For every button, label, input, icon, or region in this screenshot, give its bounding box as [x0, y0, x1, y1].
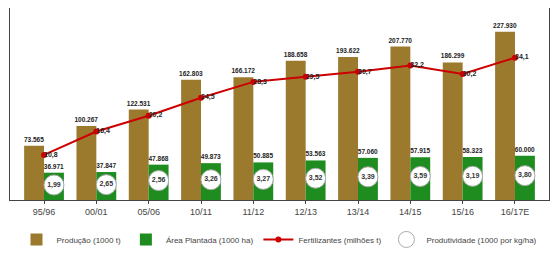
svg-text:3,39: 3,39	[361, 173, 375, 181]
svg-text:50.885: 50.885	[253, 152, 273, 159]
svg-text:3,59: 3,59	[413, 172, 427, 180]
svg-text:100.267: 100.267	[74, 116, 98, 123]
svg-text:47.868: 47.868	[148, 155, 168, 162]
svg-text:15/16: 15/16	[451, 207, 474, 217]
svg-text:37.847: 37.847	[96, 162, 116, 169]
svg-text:Fertilizantes (milhões t): Fertilizantes (milhões t)	[298, 236, 381, 245]
svg-text:3,26: 3,26	[204, 175, 218, 183]
svg-text:57.915: 57.915	[410, 147, 430, 154]
svg-text:Produtividade (1000 por kg/ha): Produtividade (1000 por kg/ha)	[426, 236, 536, 245]
svg-text:122.531: 122.531	[127, 100, 151, 107]
svg-text:95/96: 95/96	[33, 207, 56, 217]
svg-text:28,3: 28,3	[253, 78, 267, 86]
svg-text:20,2: 20,2	[149, 111, 163, 119]
svg-text:34,1: 34,1	[515, 53, 529, 61]
svg-text:3,52: 3,52	[309, 174, 323, 182]
svg-text:3,19: 3,19	[466, 172, 480, 180]
svg-text:Área Plantada (1000 ha): Área Plantada (1000 ha)	[166, 236, 254, 245]
svg-text:188.658: 188.658	[284, 51, 308, 58]
svg-text:13/14: 13/14	[347, 207, 370, 217]
svg-text:73.565: 73.565	[24, 136, 44, 143]
svg-text:24,5: 24,5	[201, 93, 215, 101]
svg-text:49.873: 49.873	[201, 153, 221, 160]
svg-text:60.000: 60.000	[515, 146, 535, 153]
svg-text:58.323: 58.323	[462, 147, 482, 154]
svg-text:16,4: 16,4	[96, 127, 110, 135]
svg-text:3,80: 3,80	[518, 171, 532, 179]
svg-text:14/15: 14/15	[399, 207, 422, 217]
svg-text:30,7: 30,7	[358, 68, 372, 76]
svg-text:00/01: 00/01	[85, 207, 108, 217]
svg-text:57.060: 57.060	[358, 148, 378, 155]
svg-text:29,5: 29,5	[306, 73, 320, 81]
svg-text:36.971: 36.971	[44, 163, 64, 170]
svg-text:162.803: 162.803	[179, 70, 203, 77]
svg-text:Produção (1000 t): Produção (1000 t)	[57, 236, 121, 245]
svg-text:11/12: 11/12	[242, 207, 264, 217]
svg-text:53.563: 53.563	[305, 150, 325, 157]
svg-text:2,56: 2,56	[152, 176, 166, 184]
svg-text:10/11: 10/11	[190, 207, 212, 217]
svg-text:2,65: 2,65	[99, 180, 113, 188]
svg-text:32,2: 32,2	[410, 61, 424, 69]
svg-text:05/06: 05/06	[137, 207, 160, 217]
svg-text:10,8: 10,8	[44, 151, 58, 159]
svg-text:1,99: 1,99	[47, 181, 61, 189]
svg-text:166.172: 166.172	[231, 67, 255, 74]
svg-text:30,2: 30,2	[463, 70, 477, 78]
svg-text:193.622: 193.622	[336, 47, 360, 54]
svg-text:16/17E: 16/17E	[501, 207, 530, 217]
svg-text:227.930: 227.930	[493, 22, 517, 29]
svg-text:186.299: 186.299	[441, 52, 465, 59]
svg-text:207.770: 207.770	[388, 37, 412, 44]
svg-text:12/13: 12/13	[294, 207, 317, 217]
svg-text:3,27: 3,27	[256, 175, 270, 183]
